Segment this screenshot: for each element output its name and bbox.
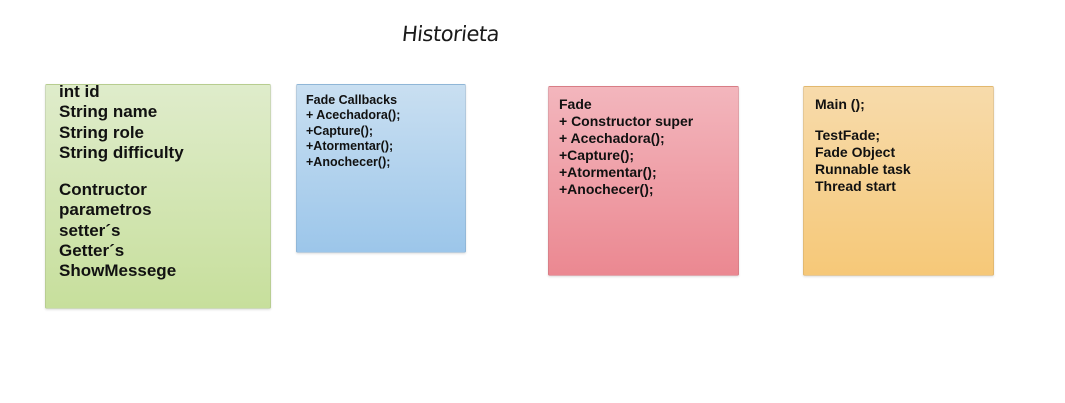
note-line: +Anochecer(); <box>559 181 654 197</box>
note-line: Thread start <box>815 178 896 194</box>
note-line: + Acechadora(); <box>559 130 665 146</box>
note-line: Fade <box>559 96 592 112</box>
note-line: +Atormentar(); <box>559 164 657 180</box>
note-line: parametros <box>59 200 152 220</box>
note-line: +Capture(); <box>559 147 635 163</box>
note-line: +Atormentar(); <box>306 139 394 154</box>
sticky-note-blue[interactable]: Fade Callbacks + Acechadora(); +Capture(… <box>296 84 466 253</box>
note-line: setter´s <box>59 220 121 240</box>
note-line: String role <box>59 122 145 142</box>
note-line: ShowMessege <box>59 261 177 281</box>
note-line: + Acechadora(); <box>306 108 401 123</box>
note-line: Getter´s <box>59 241 125 261</box>
sticky-note-orange[interactable]: Main (); TestFade; Fade Object Runnable … <box>803 86 994 276</box>
note-line: +Capture(); <box>306 123 374 138</box>
sticky-note-red[interactable]: Fade + Constructor super + Acechadora();… <box>548 86 739 276</box>
note-line <box>59 163 270 180</box>
note-line: Fade Object <box>815 144 896 160</box>
note-line: String name <box>59 102 158 122</box>
note-line <box>815 113 993 127</box>
sticky-note-green[interactable]: int id String name String role String di… <box>45 84 271 309</box>
note-line: Contructor <box>59 180 147 200</box>
note-line: + Constructor super <box>559 113 694 129</box>
note-line: int id <box>59 84 100 101</box>
diagram-title: Historieta <box>400 22 501 46</box>
note-line: TestFade; <box>815 127 881 143</box>
note-line: Fade Callbacks <box>306 93 398 107</box>
note-line: +Anochecer(); <box>306 154 391 169</box>
note-line: String difficulty <box>59 142 184 162</box>
note-line: Main (); <box>815 96 865 112</box>
note-line: Runnable task <box>815 161 911 177</box>
